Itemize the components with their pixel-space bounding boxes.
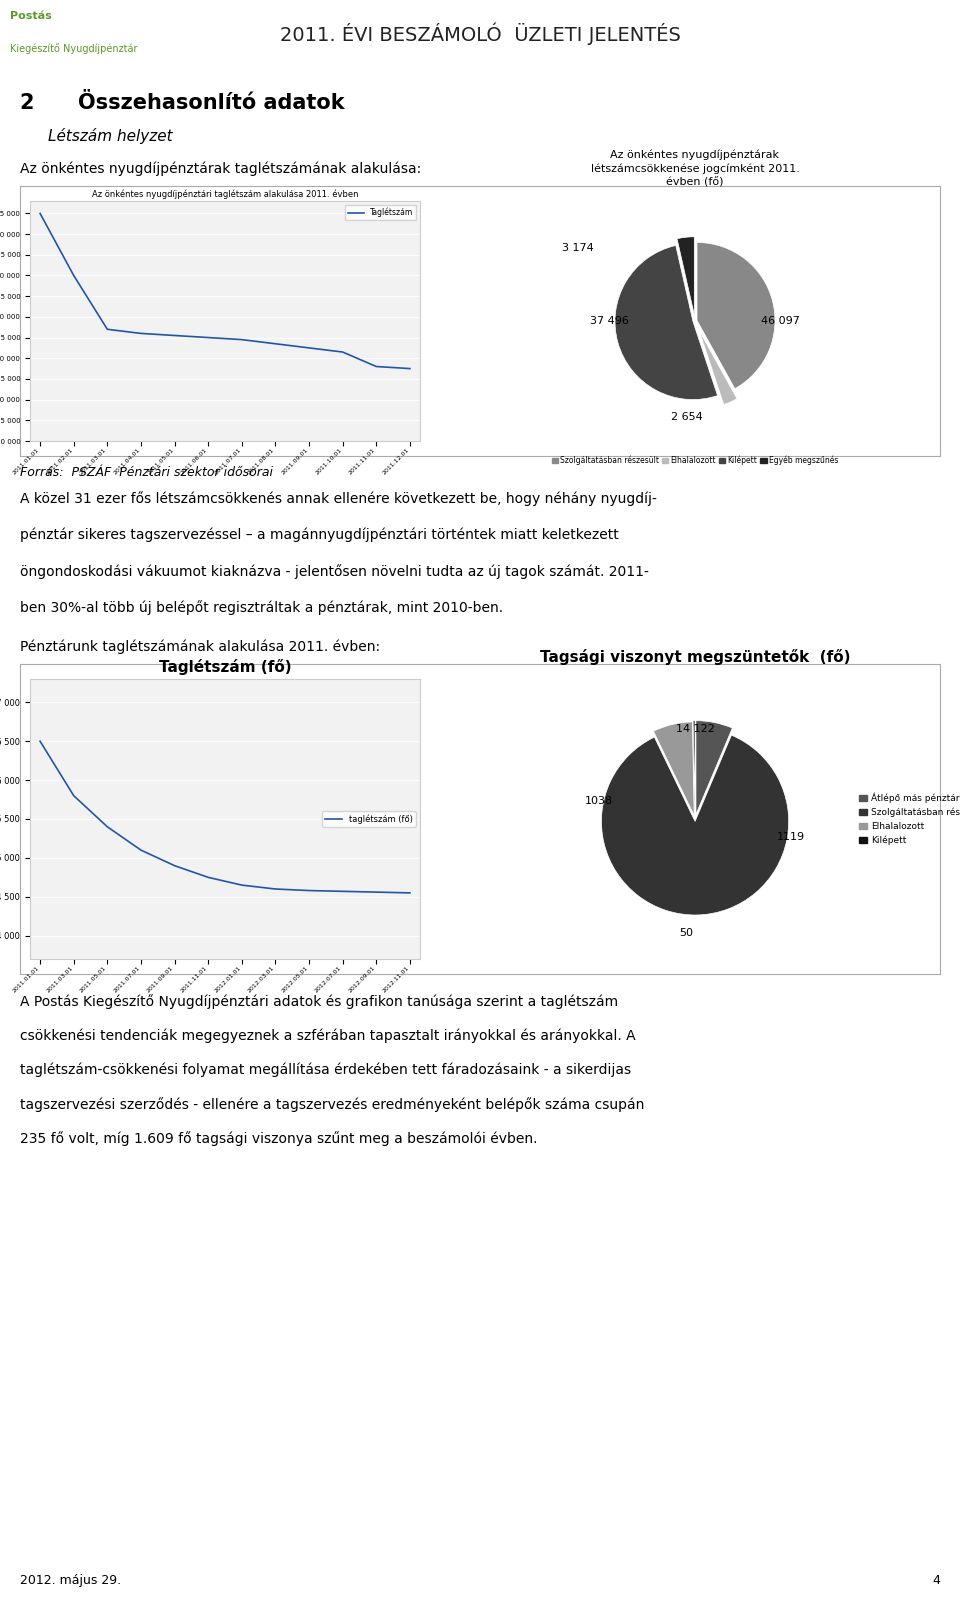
Text: pénztár sikeres tagszervezéssel – a magánnyugdíjpénztári történtek miatt keletke: pénztár sikeres tagszervezéssel – a magá… bbox=[20, 528, 619, 543]
Wedge shape bbox=[654, 721, 694, 816]
Legend: Szolgáltatásban részesült, Elhalalozott, Kilépett, Egyéb megszűnés: Szolgáltatásban részesült, Elhalalozott,… bbox=[549, 452, 841, 469]
Legend: Átlépő más pénztárba, Szolgáltatásban részesült, Elhalalozott, Kilépett: Átlépő más pénztárba, Szolgáltatásban ré… bbox=[855, 789, 960, 848]
Title: Taglétszám (fő): Taglétszám (fő) bbox=[158, 658, 291, 675]
Text: Postás: Postás bbox=[10, 11, 51, 21]
Text: 14 122: 14 122 bbox=[676, 724, 714, 734]
Text: 1119: 1119 bbox=[777, 832, 805, 842]
Text: 2011. ÉVI BESZÁMOLÓ  ÜZLETI JELENTÉS: 2011. ÉVI BESZÁMOLÓ ÜZLETI JELENTÉS bbox=[279, 23, 681, 45]
Title: Az önkéntes nyugdíjpénztárak
létszámcsökkenése jogcímként 2011.
évben (fő): Az önkéntes nyugdíjpénztárak létszámcsök… bbox=[590, 150, 800, 187]
Text: 2 654: 2 654 bbox=[671, 412, 703, 422]
Text: Kiegészítő Nyugdíjpénztár: Kiegészítő Nyugdíjpénztár bbox=[10, 43, 137, 55]
Text: 2      Összehasonlító adatok: 2 Összehasonlító adatok bbox=[20, 93, 345, 113]
Text: 1038: 1038 bbox=[585, 795, 613, 807]
Title: Az önkéntes nyugdíjpénztári taglétszám alakulása 2011. évben: Az önkéntes nyugdíjpénztári taglétszám a… bbox=[92, 190, 358, 198]
Text: Forrás:  PSZÁF  Pénztári szektor idősorai: Forrás: PSZÁF Pénztári szektor idősorai bbox=[20, 465, 273, 478]
Wedge shape bbox=[696, 721, 732, 815]
Wedge shape bbox=[697, 243, 775, 388]
Text: ben 30%-al több új belépőt regisztráltak a pénztárak, mint 2010-ben.: ben 30%-al több új belépőt regisztráltak… bbox=[20, 601, 503, 615]
Text: 46 097: 46 097 bbox=[761, 316, 801, 325]
Text: 3 174: 3 174 bbox=[563, 243, 594, 253]
Title: Tagsági viszonyt megszüntetők  (fő): Tagsági viszonyt megszüntetők (fő) bbox=[540, 649, 851, 665]
Text: 37 496: 37 496 bbox=[589, 316, 629, 325]
Text: A Postás Kiegészítő Nyugdíjpénztári adatok és grafikon tanúsága szerint a taglét: A Postás Kiegészítő Nyugdíjpénztári adat… bbox=[20, 993, 618, 1009]
Text: 50: 50 bbox=[679, 927, 693, 939]
Legend: Taglétszám: Taglétszám bbox=[346, 204, 417, 221]
Text: Az önkéntes nyugdíjpénztárak taglétszámának alakulása:: Az önkéntes nyugdíjpénztárak taglétszámá… bbox=[20, 161, 421, 175]
Legend: taglétszám (fő): taglétszám (fő) bbox=[322, 811, 416, 828]
Text: 4: 4 bbox=[932, 1573, 940, 1586]
Text: 235 fő volt, míg 1.609 fő tagsági viszonya szűnt meg a beszámolói évben.: 235 fő volt, míg 1.609 fő tagsági viszon… bbox=[20, 1132, 538, 1146]
Text: 2012. május 29.: 2012. május 29. bbox=[20, 1573, 121, 1586]
Text: A közel 31 ezer fős létszámcsökkenés annak ellenére következett be, hogy néhány : A közel 31 ezer fős létszámcsökkenés ann… bbox=[20, 491, 657, 506]
Text: Létszám helyzet: Létszám helyzet bbox=[48, 129, 172, 143]
Wedge shape bbox=[693, 721, 695, 815]
Text: taglétszám-csökkenési folyamat megállítása érdekében tett fáradozásaink - a sike: taglétszám-csökkenési folyamat megállítá… bbox=[20, 1063, 631, 1077]
Wedge shape bbox=[677, 237, 694, 316]
Text: Pénztárunk taglétszámának alakulása 2011. évben:: Pénztárunk taglétszámának alakulása 2011… bbox=[20, 639, 380, 654]
Wedge shape bbox=[602, 736, 789, 914]
Wedge shape bbox=[699, 330, 737, 404]
Text: tagszervezési szerződés - ellenére a tagszervezés eredményeként belépők száma cs: tagszervezési szerződés - ellenére a tag… bbox=[20, 1096, 644, 1113]
Wedge shape bbox=[615, 245, 717, 399]
Text: öngondoskodási vákuumot kiaknázva - jelentősen növelni tudta az új tagok számát.: öngondoskodási vákuumot kiaknázva - jele… bbox=[20, 564, 649, 578]
Text: csökkenési tendenciák megegyeznek a szférában tapasztalt irányokkal és arányokka: csökkenési tendenciák megegyeznek a szfé… bbox=[20, 1029, 636, 1043]
